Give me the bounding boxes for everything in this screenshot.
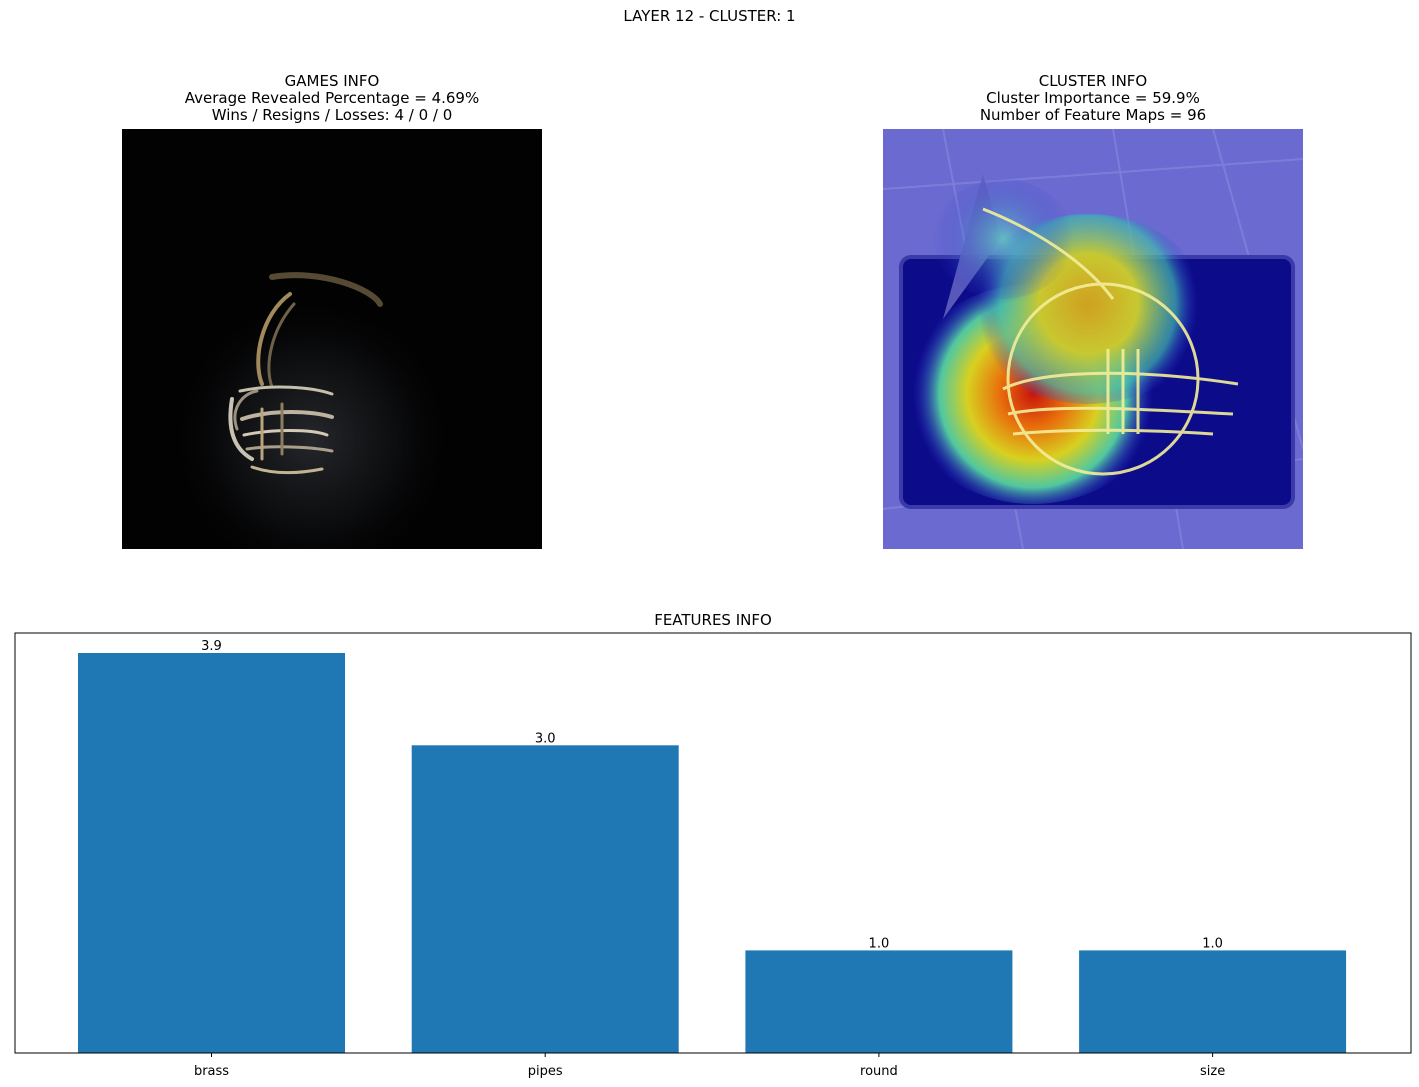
bar-round (745, 950, 1013, 1053)
features-bar-chart: 3.9 3.0 1.0 1.0 brass pipes round size (14, 632, 1412, 1079)
bar-pipes (411, 745, 679, 1053)
number-of-feature-maps: Number of Feature Maps = 96 (979, 106, 1207, 124)
axes-frame (14, 632, 1412, 1054)
data-label-brass: 3.9 (201, 639, 222, 654)
cluster-importance: Cluster Importance = 59.9% (986, 89, 1200, 107)
data-label-size: 1.0 (1202, 936, 1223, 951)
games-info-title: GAMES INFO (284, 72, 380, 90)
average-revealed-percentage: Average Revealed Percentage = 4.69% (184, 89, 480, 107)
x-tick-label-size: size (1200, 1064, 1225, 1079)
cluster-heatmap-image (883, 129, 1303, 549)
bar-brass (78, 653, 345, 1053)
data-label-pipes: 3.0 (535, 731, 556, 746)
figure-suptitle: LAYER 12 - CLUSTER: 1 (623, 7, 796, 25)
bar-size (1079, 950, 1347, 1053)
data-label-round: 1.0 (869, 936, 890, 951)
revealed-image (122, 129, 542, 549)
x-tick-label-brass: brass (194, 1064, 229, 1079)
wins-resigns-losses: Wins / Resigns / Losses: 4 / 0 / 0 (211, 106, 453, 124)
chart-title: FEATURES INFO (654, 611, 772, 629)
x-tick-label-round: round (860, 1064, 898, 1079)
x-tick-label-pipes: pipes (528, 1064, 563, 1079)
cluster-info-header: CLUSTER INFO Cluster Importance = 59.9% … (883, 73, 1303, 124)
cluster-info-title: CLUSTER INFO (1038, 72, 1148, 90)
games-info-header: GAMES INFO Average Revealed Percentage =… (122, 73, 542, 124)
